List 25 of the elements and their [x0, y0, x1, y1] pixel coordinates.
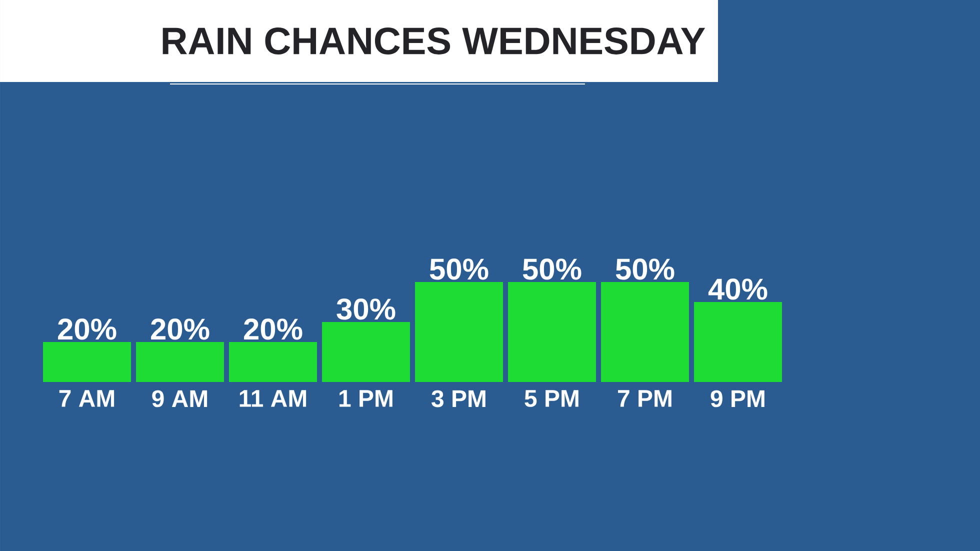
- data-label: 20%: [58, 318, 116, 340]
- bar: [601, 282, 689, 382]
- x-tick-label: 5 PM: [524, 390, 578, 407]
- x-tick-label: 3 PM: [432, 390, 486, 408]
- data-label: 50%: [522, 258, 582, 280]
- bar: [322, 322, 410, 382]
- x-tick-label: 9 PM: [710, 390, 764, 408]
- data-label: 50%: [616, 258, 674, 280]
- x-tick-label: 7 PM: [618, 390, 672, 407]
- data-label: 40%: [708, 278, 768, 300]
- data-label: 20%: [151, 318, 210, 340]
- x-tick-label: 11 AM: [240, 390, 306, 407]
- chart-title: RAIN CHANCES WEDNESDAY: [162, 28, 706, 54]
- bar: [508, 282, 596, 382]
- x-tick-label: 1 PM: [340, 390, 392, 407]
- x-tick-label: 9 AM: [152, 390, 208, 408]
- data-label: 30%: [336, 298, 396, 320]
- bar: [43, 342, 132, 382]
- x-tick-label: 7 AM: [59, 390, 114, 407]
- bar: [694, 302, 782, 382]
- data-label: 50%: [430, 258, 488, 280]
- data-label: 20%: [244, 318, 302, 340]
- bar: [136, 342, 224, 382]
- bar: [415, 282, 504, 382]
- bar: [229, 342, 318, 382]
